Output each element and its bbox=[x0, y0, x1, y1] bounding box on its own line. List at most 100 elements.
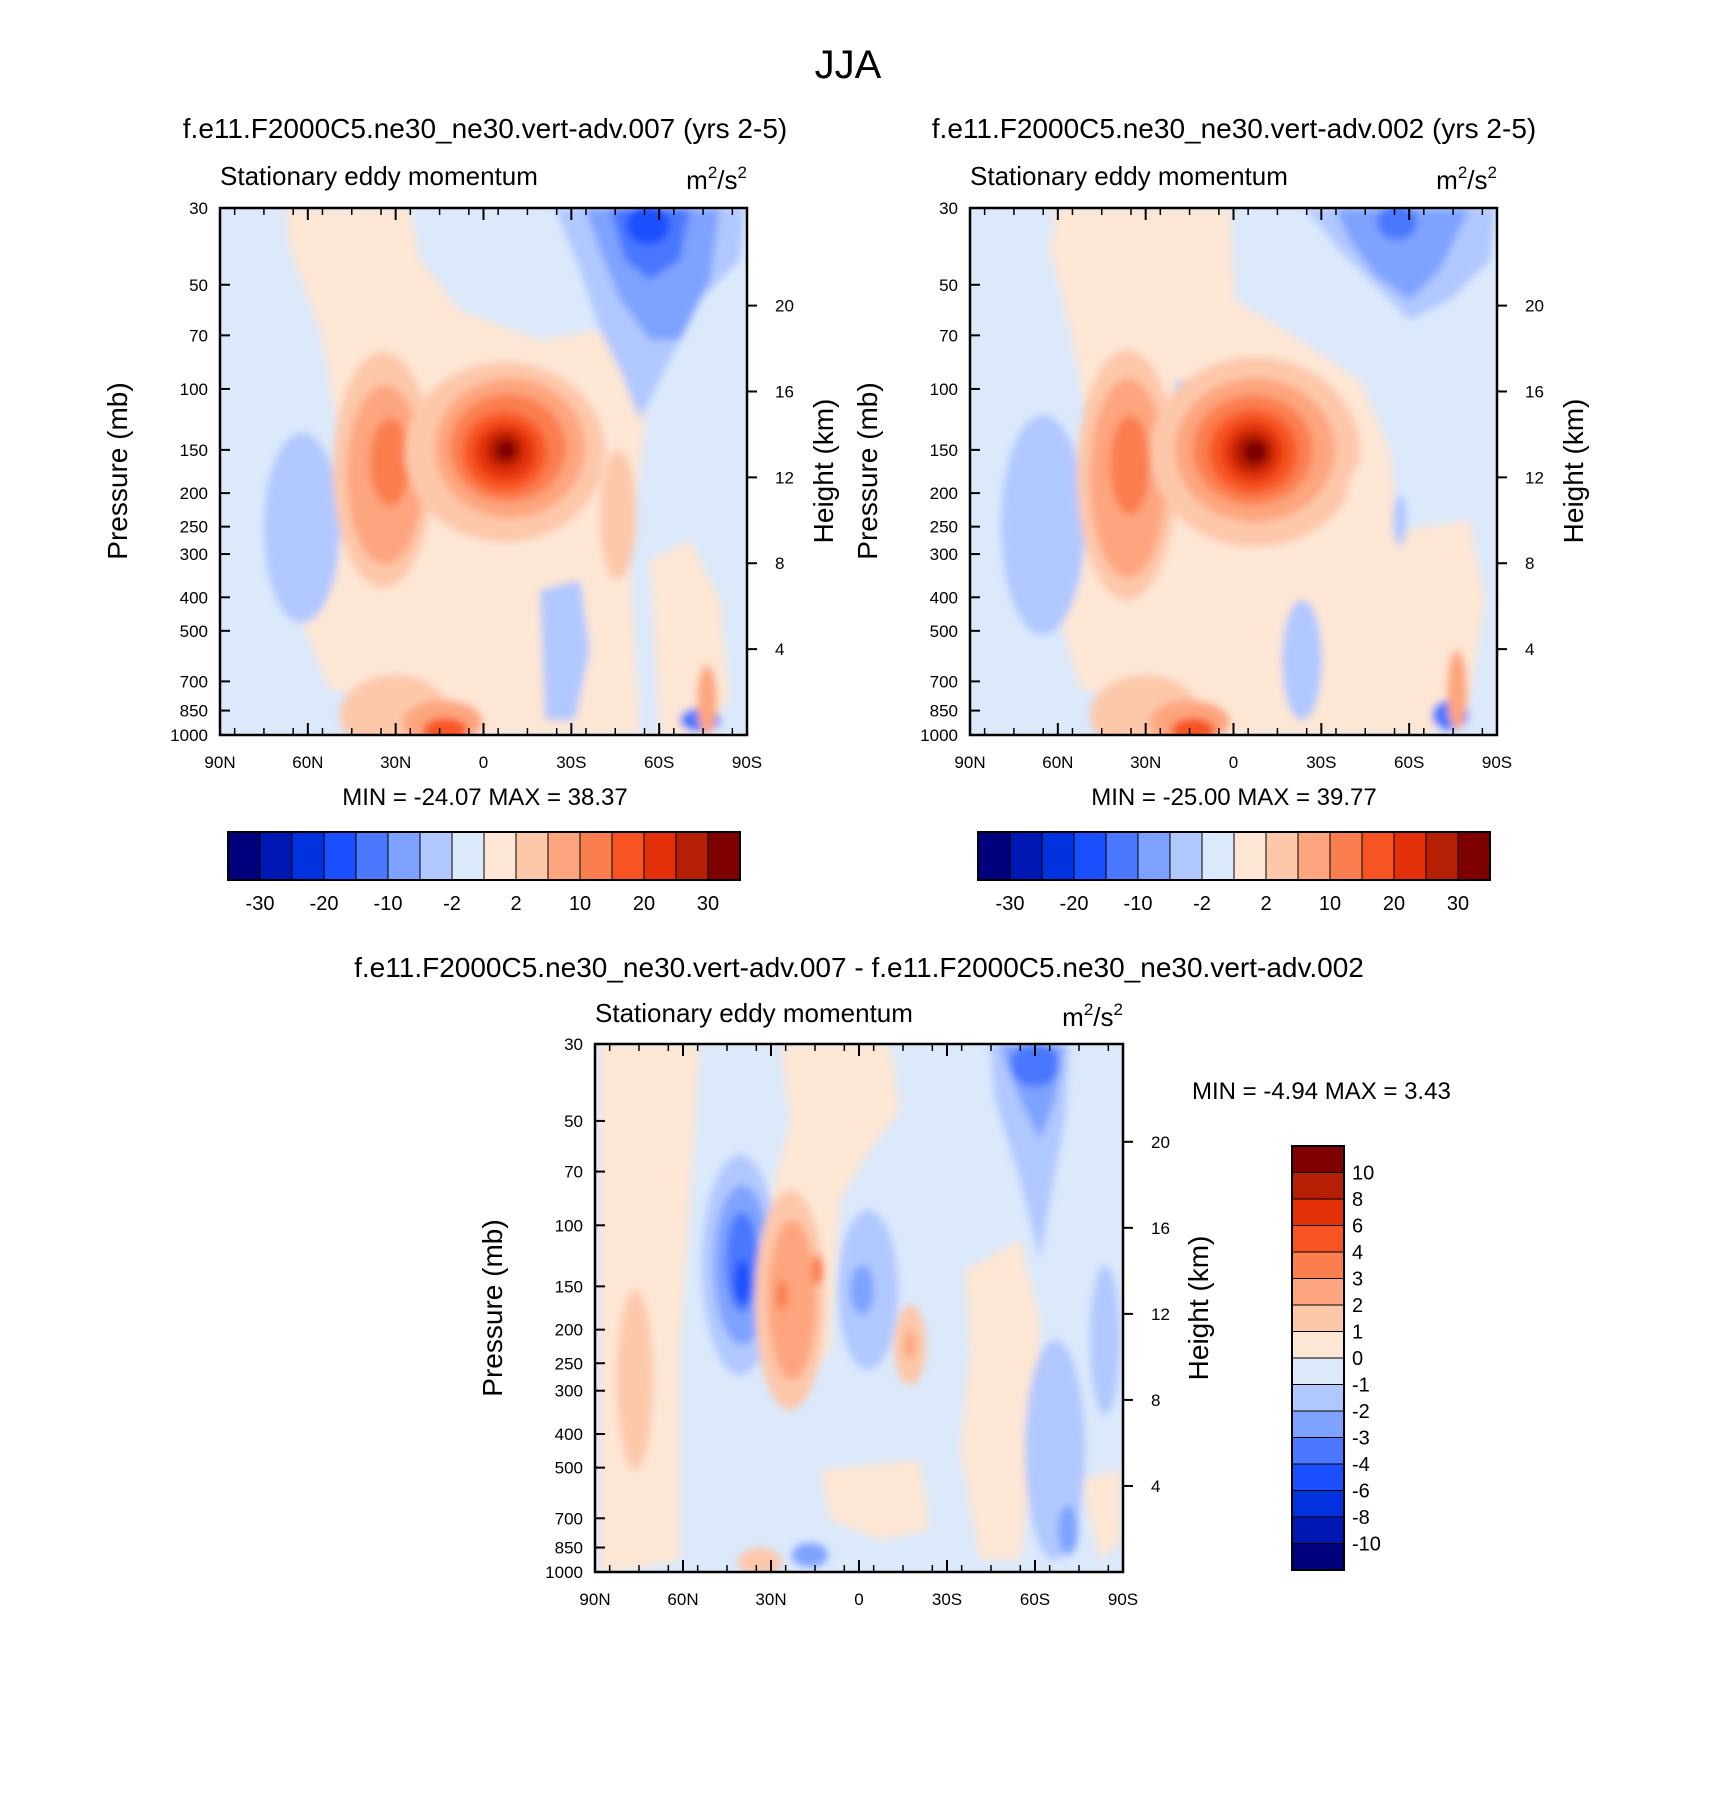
colorbar-label: -10 bbox=[1124, 893, 1153, 915]
pressure-tick-label: 400 bbox=[180, 588, 208, 607]
pressure-tick-label: 500 bbox=[555, 1459, 583, 1478]
colorbar-swatch bbox=[515, 831, 549, 881]
variable-label: Stationary eddy momentum bbox=[970, 161, 1288, 191]
pressure-tick-label: 70 bbox=[939, 326, 958, 345]
pressure-tick-label: 200 bbox=[930, 484, 958, 503]
colorbar-label: 10 bbox=[569, 893, 591, 915]
colorbar-label: 10 bbox=[1352, 1163, 1374, 1185]
lat-tick-label: 60S bbox=[1020, 1590, 1050, 1609]
pressure-tick-label: 50 bbox=[564, 1112, 583, 1131]
y-axis-label-right: Height (km) bbox=[808, 399, 839, 544]
height-tick-label: 8 bbox=[1525, 554, 1534, 573]
pressure-tick-label: 200 bbox=[180, 484, 208, 503]
pressure-tick-label: 700 bbox=[930, 672, 958, 691]
colorbar-label: 0 bbox=[1352, 1348, 1363, 1370]
height-tick-label: 4 bbox=[775, 640, 784, 659]
colorbar-swatch bbox=[1291, 1437, 1345, 1465]
pressure-tick-label: 200 bbox=[555, 1321, 583, 1340]
colorbar-swatch bbox=[1291, 1384, 1345, 1412]
colorbar-swatch bbox=[1291, 1304, 1345, 1332]
colorbar: -30 -20 -10 -2 2 10 20 30 bbox=[227, 831, 741, 915]
colorbar-label: -3 bbox=[1352, 1428, 1370, 1450]
colorbar-swatch bbox=[451, 831, 485, 881]
colorbar-swatch bbox=[1291, 1357, 1345, 1385]
pressure-tick-label: 1000 bbox=[170, 726, 208, 745]
pressure-tick-label: 400 bbox=[555, 1425, 583, 1444]
colorbar-label: -20 bbox=[310, 893, 339, 915]
colorbar-swatch bbox=[419, 831, 453, 881]
colorbar-swatch bbox=[611, 831, 645, 881]
colorbar-label: -10 bbox=[374, 893, 403, 915]
colorbar-swatch bbox=[1291, 1251, 1345, 1279]
lat-tick-label: 0 bbox=[854, 1590, 863, 1609]
pressure-tick-label: 150 bbox=[555, 1277, 583, 1296]
contour-field bbox=[970, 208, 1497, 735]
panel-bottom: f.e11.F2000C5.ne30_ne30.vert-adv.007 - f… bbox=[354, 952, 1451, 1609]
colorbar-label: 6 bbox=[1352, 1216, 1363, 1238]
height-tick-label: 12 bbox=[1151, 1305, 1170, 1324]
colorbar-swatch bbox=[1291, 1410, 1345, 1438]
colorbar-label: -30 bbox=[246, 893, 275, 915]
colorbar-swatch bbox=[483, 831, 517, 881]
colorbar-swatch bbox=[1009, 831, 1043, 881]
pressure-tick-label: 250 bbox=[180, 518, 208, 537]
lat-tick-label: 30S bbox=[932, 1590, 962, 1609]
pressure-tick-label: 30 bbox=[939, 199, 958, 218]
y-axis-label-left: Pressure (mb) bbox=[102, 382, 133, 559]
colorbar-swatch bbox=[1137, 831, 1171, 881]
figure-title: JJA bbox=[815, 43, 882, 87]
colorbar-swatch bbox=[643, 831, 677, 881]
panel-top-left: f.e11.F2000C5.ne30_ne30.vert-adv.007 (yr… bbox=[102, 113, 839, 915]
lat-tick-label: 60N bbox=[667, 1590, 698, 1609]
colorbar-label: 2 bbox=[1260, 893, 1271, 915]
colorbar-label: 2 bbox=[1352, 1295, 1363, 1317]
units-label: m2/s2 bbox=[1062, 1000, 1123, 1032]
height-tick-label: 16 bbox=[1525, 382, 1544, 401]
lat-tick-label: 30S bbox=[556, 753, 586, 772]
pressure-tick-label: 100 bbox=[930, 380, 958, 399]
colorbar-swatch bbox=[1201, 831, 1235, 881]
lat-tick-label: 60N bbox=[1042, 753, 1073, 772]
pressure-tick-label: 70 bbox=[564, 1163, 583, 1182]
colorbar-swatch bbox=[1169, 831, 1203, 881]
colorbar-label: 3 bbox=[1352, 1269, 1363, 1291]
colorbar-swatch bbox=[977, 831, 1011, 881]
lat-tick-label: 90N bbox=[579, 1590, 610, 1609]
colorbar-label: 20 bbox=[1383, 893, 1405, 915]
height-tick-label: 12 bbox=[775, 468, 794, 487]
colorbar-label: -30 bbox=[996, 893, 1025, 915]
pressure-tick-label: 150 bbox=[930, 441, 958, 460]
colorbar-swatch bbox=[1297, 831, 1331, 881]
pressure-tick-label: 100 bbox=[180, 380, 208, 399]
colorbar-label: 30 bbox=[697, 893, 719, 915]
colorbar-label: -2 bbox=[1352, 1401, 1370, 1423]
pressure-tick-label: 300 bbox=[180, 545, 208, 564]
colorbar-swatch bbox=[1291, 1463, 1345, 1491]
colorbar-label: -6 bbox=[1352, 1481, 1370, 1503]
colorbar-label: 8 bbox=[1352, 1189, 1363, 1211]
pressure-tick-label: 30 bbox=[189, 199, 208, 218]
colorbar-swatch bbox=[1233, 831, 1267, 881]
lat-tick-label: 90N bbox=[204, 753, 235, 772]
colorbar-swatch bbox=[1291, 1198, 1345, 1226]
pressure-tick-label: 150 bbox=[180, 441, 208, 460]
colorbar-swatch bbox=[355, 831, 389, 881]
height-tick-label: 16 bbox=[775, 382, 794, 401]
pressure-tick-label: 300 bbox=[555, 1382, 583, 1401]
colorbar-label: 2 bbox=[510, 893, 521, 915]
y-axis-label-left: Pressure (mb) bbox=[477, 1219, 508, 1396]
lat-tick-label: 30N bbox=[1130, 753, 1161, 772]
case-title: f.e11.F2000C5.ne30_ne30.vert-adv.007 - f… bbox=[354, 952, 1364, 983]
contour-field bbox=[220, 208, 747, 735]
lat-tick-label: 60S bbox=[644, 753, 674, 772]
colorbar-swatch bbox=[1291, 1225, 1345, 1253]
height-tick-label: 20 bbox=[1525, 297, 1544, 316]
lat-tick-label: 30N bbox=[755, 1590, 786, 1609]
colorbar-swatch bbox=[1041, 831, 1075, 881]
case-title: f.e11.F2000C5.ne30_ne30.vert-adv.007 (yr… bbox=[183, 113, 787, 144]
colorbar-swatch bbox=[1105, 831, 1139, 881]
pressure-tick-label: 700 bbox=[180, 672, 208, 691]
pressure-tick-label: 850 bbox=[930, 702, 958, 721]
min-max-label: MIN = -4.94 MAX = 3.43 bbox=[1192, 1078, 1451, 1105]
pressure-tick-label: 400 bbox=[930, 588, 958, 607]
